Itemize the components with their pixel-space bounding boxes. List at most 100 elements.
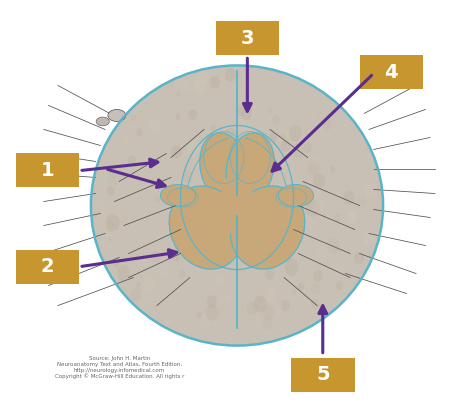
Ellipse shape — [187, 195, 195, 206]
Ellipse shape — [274, 310, 282, 320]
Ellipse shape — [96, 198, 105, 209]
Ellipse shape — [211, 251, 216, 257]
FancyBboxPatch shape — [359, 56, 423, 89]
Ellipse shape — [137, 290, 150, 307]
Ellipse shape — [109, 237, 113, 242]
Ellipse shape — [206, 225, 210, 230]
Ellipse shape — [177, 91, 181, 96]
Ellipse shape — [96, 117, 109, 126]
Ellipse shape — [137, 283, 140, 287]
Ellipse shape — [167, 179, 172, 185]
Ellipse shape — [311, 106, 317, 112]
Ellipse shape — [289, 114, 293, 119]
Ellipse shape — [175, 79, 188, 96]
Ellipse shape — [297, 137, 309, 152]
Ellipse shape — [268, 108, 272, 113]
Ellipse shape — [200, 196, 205, 202]
Ellipse shape — [221, 263, 226, 269]
Ellipse shape — [226, 284, 231, 291]
Ellipse shape — [309, 280, 318, 292]
Ellipse shape — [261, 224, 269, 233]
Ellipse shape — [108, 110, 126, 121]
Ellipse shape — [264, 287, 275, 302]
Ellipse shape — [197, 316, 203, 324]
Ellipse shape — [183, 81, 191, 90]
Ellipse shape — [175, 113, 181, 120]
Ellipse shape — [108, 209, 119, 223]
Ellipse shape — [160, 255, 168, 266]
Ellipse shape — [336, 281, 343, 290]
Ellipse shape — [151, 251, 161, 263]
Ellipse shape — [332, 236, 337, 243]
Ellipse shape — [131, 288, 142, 301]
Ellipse shape — [160, 266, 170, 278]
FancyBboxPatch shape — [216, 21, 279, 56]
Ellipse shape — [210, 226, 216, 233]
Ellipse shape — [225, 68, 236, 82]
Ellipse shape — [242, 254, 255, 271]
Ellipse shape — [268, 254, 279, 269]
Ellipse shape — [228, 153, 235, 161]
Ellipse shape — [310, 157, 319, 167]
Ellipse shape — [109, 174, 120, 188]
Ellipse shape — [98, 210, 110, 225]
Ellipse shape — [268, 263, 273, 268]
Ellipse shape — [106, 222, 115, 233]
Text: 2: 2 — [40, 257, 54, 276]
Ellipse shape — [306, 199, 320, 217]
Ellipse shape — [123, 136, 129, 144]
Ellipse shape — [182, 170, 192, 183]
Ellipse shape — [205, 304, 219, 321]
Ellipse shape — [314, 201, 324, 214]
Ellipse shape — [205, 252, 213, 264]
Ellipse shape — [220, 195, 254, 235]
Ellipse shape — [280, 114, 284, 119]
Ellipse shape — [143, 277, 155, 293]
Ellipse shape — [200, 133, 248, 202]
Ellipse shape — [213, 199, 217, 204]
Ellipse shape — [220, 231, 225, 237]
Ellipse shape — [313, 270, 323, 282]
Ellipse shape — [143, 259, 148, 266]
Ellipse shape — [324, 120, 332, 130]
Ellipse shape — [179, 269, 186, 278]
Text: Source: John H. Martin
Neuroanatomy Text and Atlas, Fourth Edition,
http://neuro: Source: John H. Martin Neuroanatomy Text… — [55, 356, 184, 379]
Ellipse shape — [137, 129, 142, 136]
Ellipse shape — [278, 185, 314, 206]
Ellipse shape — [215, 249, 228, 266]
Ellipse shape — [172, 182, 184, 197]
Ellipse shape — [349, 179, 357, 189]
Ellipse shape — [269, 185, 279, 197]
Ellipse shape — [287, 215, 294, 224]
Ellipse shape — [226, 294, 231, 301]
Ellipse shape — [281, 140, 291, 152]
Ellipse shape — [269, 133, 277, 142]
Ellipse shape — [169, 295, 178, 306]
Ellipse shape — [197, 236, 204, 245]
Ellipse shape — [220, 124, 231, 137]
Ellipse shape — [155, 195, 160, 202]
Ellipse shape — [274, 220, 286, 235]
Ellipse shape — [232, 98, 245, 114]
Ellipse shape — [193, 75, 207, 93]
Ellipse shape — [222, 136, 235, 152]
Ellipse shape — [128, 156, 136, 166]
Ellipse shape — [210, 76, 220, 89]
Ellipse shape — [246, 302, 257, 316]
Ellipse shape — [282, 133, 286, 139]
FancyBboxPatch shape — [291, 357, 355, 392]
Ellipse shape — [297, 135, 305, 144]
Ellipse shape — [265, 268, 274, 280]
Ellipse shape — [237, 73, 241, 78]
Ellipse shape — [107, 186, 114, 196]
Ellipse shape — [102, 223, 115, 240]
Ellipse shape — [113, 259, 120, 268]
Ellipse shape — [327, 238, 340, 253]
Ellipse shape — [334, 264, 344, 277]
Ellipse shape — [311, 283, 320, 295]
Ellipse shape — [241, 107, 252, 120]
Ellipse shape — [343, 190, 355, 205]
Ellipse shape — [346, 211, 356, 224]
Ellipse shape — [237, 106, 245, 116]
Ellipse shape — [226, 133, 274, 202]
